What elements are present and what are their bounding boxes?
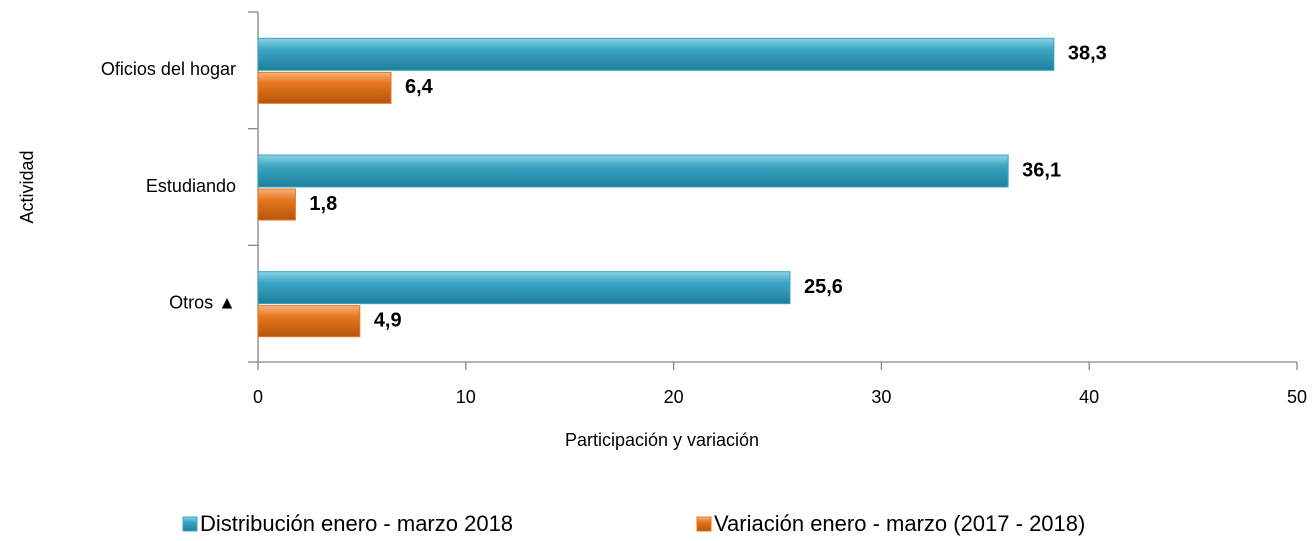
bar <box>257 37 1055 71</box>
y-tick-label: Estudiando <box>146 176 236 196</box>
data-label: 36,1 <box>1022 159 1061 181</box>
x-tick-label: 10 <box>456 387 476 407</box>
legend-swatch <box>182 516 198 532</box>
y-tick-label: Otros ▲ <box>169 292 236 312</box>
y-axis-title: Actividad <box>17 150 37 223</box>
x-tick-label: 50 <box>1287 387 1307 407</box>
y-tick-label: Oficios del hogar <box>101 59 236 79</box>
x-axis-title: Participación y variación <box>565 430 759 450</box>
data-label: 1,8 <box>309 193 337 215</box>
data-label: 38,3 <box>1068 43 1107 65</box>
legend-label: Variación enero - marzo (2017 - 2018) <box>714 511 1085 536</box>
legend-swatch <box>696 516 712 532</box>
x-tick-label: 40 <box>1079 387 1099 407</box>
data-label: 25,6 <box>804 276 843 298</box>
bar <box>257 188 296 221</box>
data-label: 4,9 <box>374 309 402 331</box>
x-tick-label: 0 <box>253 387 263 407</box>
x-tick-label: 30 <box>871 387 891 407</box>
bar <box>257 154 1009 188</box>
bar <box>257 271 791 305</box>
x-tick-label: 20 <box>664 387 684 407</box>
bar <box>257 71 392 104</box>
legend-label: Distribución enero - marzo 2018 <box>200 511 513 536</box>
bar <box>257 305 361 338</box>
data-label: 6,4 <box>405 76 434 98</box>
